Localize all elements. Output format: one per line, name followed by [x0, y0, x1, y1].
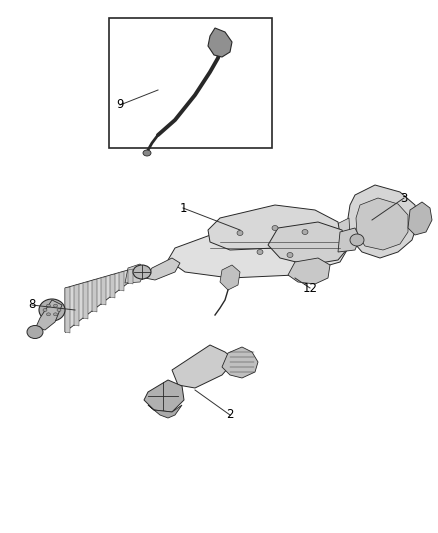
Ellipse shape — [53, 304, 57, 307]
Polygon shape — [208, 205, 340, 250]
Polygon shape — [408, 202, 432, 235]
Polygon shape — [65, 287, 70, 333]
Ellipse shape — [143, 150, 151, 156]
Bar — [109, 18, 272, 148]
Polygon shape — [144, 380, 184, 412]
Ellipse shape — [272, 225, 278, 230]
Ellipse shape — [237, 230, 243, 236]
Text: 9: 9 — [116, 99, 124, 111]
Polygon shape — [74, 285, 79, 326]
Polygon shape — [268, 222, 348, 265]
Text: 8: 8 — [28, 298, 35, 311]
Text: 1: 1 — [179, 201, 187, 214]
Polygon shape — [220, 265, 240, 290]
Text: 12: 12 — [303, 281, 318, 295]
Text: 3: 3 — [400, 191, 408, 205]
Polygon shape — [172, 345, 235, 388]
Polygon shape — [110, 274, 115, 298]
Polygon shape — [125, 264, 145, 283]
Ellipse shape — [287, 253, 293, 257]
Ellipse shape — [46, 304, 50, 307]
Ellipse shape — [43, 309, 47, 311]
Polygon shape — [338, 228, 360, 252]
Ellipse shape — [302, 230, 308, 235]
Ellipse shape — [133, 265, 151, 279]
Polygon shape — [101, 277, 106, 305]
Polygon shape — [128, 269, 133, 284]
Polygon shape — [348, 185, 418, 258]
Ellipse shape — [53, 313, 57, 316]
Polygon shape — [148, 405, 182, 418]
Text: 2: 2 — [226, 408, 234, 422]
Ellipse shape — [350, 234, 364, 246]
Polygon shape — [333, 218, 350, 242]
Polygon shape — [65, 270, 128, 332]
Ellipse shape — [27, 326, 43, 338]
Polygon shape — [168, 215, 350, 278]
Ellipse shape — [257, 249, 263, 254]
Polygon shape — [208, 28, 232, 57]
Polygon shape — [92, 279, 97, 312]
Polygon shape — [356, 198, 408, 250]
Ellipse shape — [46, 313, 50, 316]
Polygon shape — [145, 258, 180, 280]
Ellipse shape — [39, 299, 65, 321]
Polygon shape — [36, 300, 62, 330]
Polygon shape — [288, 258, 330, 284]
Polygon shape — [83, 282, 88, 319]
Polygon shape — [119, 272, 124, 291]
Ellipse shape — [57, 309, 61, 311]
Polygon shape — [222, 347, 258, 378]
